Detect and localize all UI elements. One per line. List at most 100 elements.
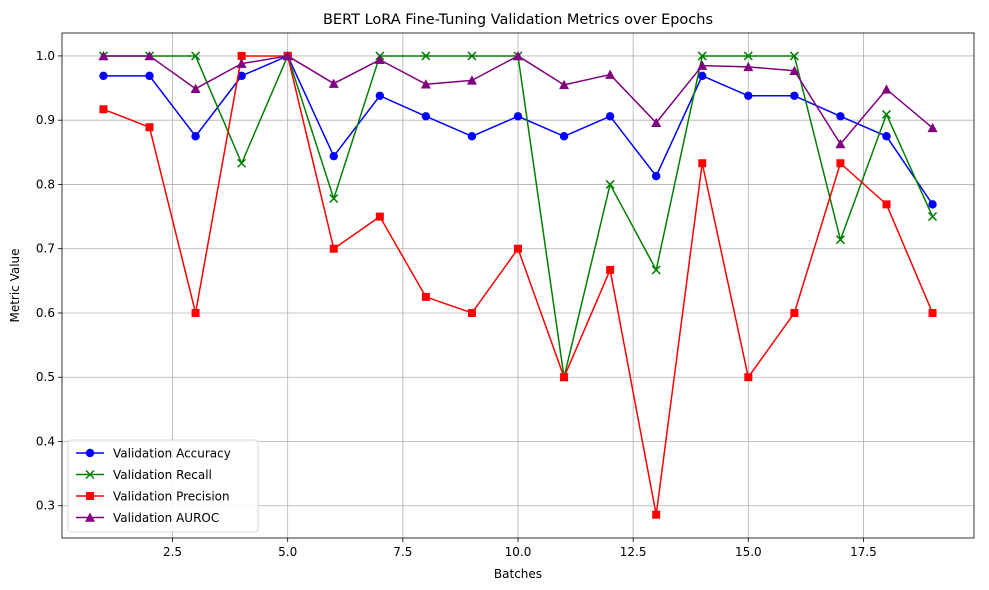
data-point bbox=[881, 109, 892, 119]
data-point bbox=[191, 132, 200, 141]
data-point bbox=[375, 91, 385, 100]
data-point bbox=[513, 112, 523, 121]
legend-item-validation-accuracy: Validation Accuracy bbox=[76, 447, 231, 461]
y-tick-label: 0.5 bbox=[36, 370, 55, 384]
x-tick-label: 2.5 bbox=[163, 545, 182, 559]
data-point bbox=[237, 71, 246, 81]
data-point bbox=[329, 244, 338, 253]
data-point bbox=[374, 54, 385, 65]
data-point bbox=[927, 122, 938, 133]
data-point bbox=[421, 112, 431, 121]
legend: Validation Accuracy Validation Recall Vali… bbox=[67, 439, 259, 533]
data-point bbox=[789, 51, 799, 61]
data-point bbox=[836, 112, 845, 121]
data-point bbox=[836, 159, 845, 168]
series-validation-auroc bbox=[98, 50, 938, 149]
data-point bbox=[144, 50, 155, 61]
legend-item-validation-precision: Validation Precision bbox=[76, 490, 230, 504]
data-point bbox=[467, 308, 476, 317]
x-tick-label: 10.0 bbox=[505, 545, 532, 559]
data-point bbox=[98, 50, 109, 61]
data-point bbox=[882, 132, 891, 141]
data-point bbox=[928, 200, 937, 209]
x-tick-label: 12.5 bbox=[620, 545, 647, 559]
legend-swatch-marker bbox=[85, 512, 95, 522]
legend-swatch-marker bbox=[85, 469, 95, 480]
legend-swatch-marker bbox=[86, 492, 94, 500]
data-point bbox=[467, 132, 477, 141]
data-point bbox=[744, 373, 753, 382]
data-point bbox=[559, 79, 570, 90]
data-point bbox=[652, 510, 661, 519]
data-point bbox=[790, 91, 799, 100]
data-point bbox=[559, 132, 569, 141]
data-point bbox=[835, 138, 846, 149]
x-axis-label: Batches bbox=[494, 567, 542, 581]
series-validation-precision bbox=[99, 51, 937, 519]
data-point bbox=[421, 51, 431, 61]
data-point bbox=[99, 71, 108, 81]
data-point bbox=[328, 78, 339, 88]
data-point bbox=[651, 265, 661, 275]
data-point bbox=[236, 58, 247, 68]
data-point bbox=[882, 200, 891, 209]
data-point bbox=[237, 158, 247, 168]
y-tick-label: 0.3 bbox=[36, 499, 55, 513]
data-point bbox=[466, 75, 477, 85]
data-point bbox=[835, 235, 845, 245]
chart-title: BERT LoRA Fine-Tuning Validation Metrics… bbox=[323, 12, 713, 28]
data-point bbox=[698, 159, 707, 168]
data-point bbox=[282, 50, 293, 61]
x-tick-label: 15.0 bbox=[735, 545, 762, 559]
data-point bbox=[560, 373, 569, 382]
y-tick-label: 0.4 bbox=[36, 434, 55, 448]
data-point bbox=[237, 51, 246, 60]
data-point bbox=[743, 61, 754, 72]
data-point bbox=[513, 50, 523, 61]
data-point bbox=[928, 308, 937, 317]
data-point bbox=[605, 179, 615, 189]
data-point bbox=[145, 123, 154, 132]
legend-item-validation-recall: Validation Recall bbox=[76, 468, 212, 482]
y-tick-label: 0.6 bbox=[36, 306, 55, 320]
series-layer bbox=[98, 50, 938, 519]
data-point bbox=[743, 51, 753, 61]
legend-swatch-marker bbox=[85, 448, 95, 458]
data-point bbox=[375, 212, 384, 221]
data-point bbox=[329, 194, 339, 204]
data-point bbox=[420, 79, 431, 89]
legend-label: Validation AUROC bbox=[113, 511, 219, 525]
data-point bbox=[421, 292, 430, 301]
data-point bbox=[697, 51, 707, 61]
data-point bbox=[190, 83, 201, 93]
data-point bbox=[145, 71, 154, 81]
data-point bbox=[191, 308, 200, 317]
data-point bbox=[467, 51, 477, 61]
legend-frame bbox=[67, 439, 259, 533]
y-tick-label: 1.0 bbox=[36, 49, 55, 63]
y-axis: 0.3 0.4 0.5 0.6 0.7 0.8 0.9 1.0 bbox=[36, 49, 62, 513]
data-point bbox=[881, 84, 892, 94]
data-point bbox=[329, 151, 338, 161]
data-point bbox=[651, 117, 662, 128]
data-point bbox=[99, 105, 108, 114]
data-point bbox=[744, 91, 753, 100]
x-tick-label: 5.0 bbox=[278, 545, 297, 559]
legend-label: Validation Accuracy bbox=[113, 447, 231, 461]
data-point bbox=[606, 265, 615, 274]
legend-label: Validation Recall bbox=[113, 468, 212, 482]
x-axis: 2.5 5.0 7.5 10.0 12.5 15.0 17.5 bbox=[163, 538, 877, 559]
legend-item-validation-auroc: Validation AUROC bbox=[76, 511, 219, 525]
data-point bbox=[698, 71, 707, 81]
x-tick-label: 17.5 bbox=[850, 545, 877, 559]
data-point bbox=[789, 65, 800, 75]
y-tick-label: 0.9 bbox=[36, 113, 55, 127]
data-point bbox=[790, 308, 799, 317]
y-tick-label: 0.8 bbox=[36, 177, 55, 191]
data-point bbox=[191, 51, 201, 61]
y-axis-label: Metric Value bbox=[8, 248, 22, 322]
data-point bbox=[605, 69, 616, 79]
x-tick-label: 7.5 bbox=[393, 545, 412, 559]
data-point bbox=[651, 171, 661, 181]
